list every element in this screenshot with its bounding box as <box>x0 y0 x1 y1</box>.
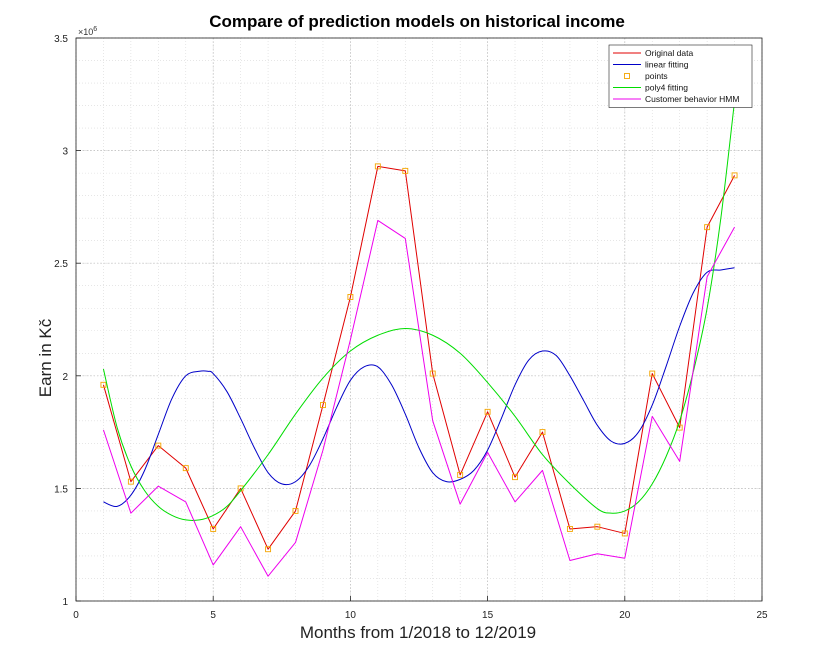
x-tick-label: 10 <box>345 610 357 621</box>
data-point-marker <box>566 525 573 532</box>
legend-box <box>608 44 753 108</box>
series-line-linear-fitting <box>103 267 735 508</box>
x-tick-label: 5 <box>210 610 216 621</box>
x-tick-label: 20 <box>619 610 631 621</box>
y-axis-multiplier-exponent: 6 <box>93 26 97 33</box>
y-tick-label: 3 <box>62 147 68 158</box>
chart-title: Compare of prediction models on historic… <box>209 12 625 31</box>
data-point-marker <box>457 471 464 478</box>
data-point-marker <box>731 172 738 179</box>
y-axis-multiplier-base: ×10 <box>78 27 93 37</box>
series-line-customer-behavior-hmm <box>102 219 735 577</box>
axes-frame <box>75 37 763 602</box>
y-tick-label: 3.5 <box>54 34 68 45</box>
data-point-marker <box>182 465 189 472</box>
data-point-marker <box>539 429 546 436</box>
y-tick-label: 2.5 <box>54 259 68 270</box>
series-line-original-data <box>102 165 736 550</box>
y-axis-label: Earn in Kč <box>36 318 55 397</box>
y-tick-label: 1.5 <box>54 484 68 495</box>
legend-entry-label: points <box>645 71 668 81</box>
data-point-marker <box>100 381 107 388</box>
x-tick-label: 15 <box>482 610 494 621</box>
legend-entry-label: Original data <box>645 48 693 58</box>
data-point-marker <box>621 530 628 537</box>
data-point-marker <box>649 370 656 377</box>
x-tick-label: 0 <box>73 610 79 621</box>
series-layer <box>100 101 738 577</box>
series-line-poly4-fitting <box>102 101 736 521</box>
data-point-marker <box>374 163 381 170</box>
data-point-marker <box>347 294 354 300</box>
x-tick-label: 25 <box>756 610 768 621</box>
y-tick-label: 2 <box>62 372 68 383</box>
data-point-marker <box>210 525 217 532</box>
data-point-marker <box>484 408 491 415</box>
data-point-marker <box>512 474 518 481</box>
data-point-marker <box>155 442 162 449</box>
data-point-marker <box>265 546 272 553</box>
axis-ticks: 0 5 10 15 20 25 1 1.5 2 2.5 3 3.5 <box>54 34 768 621</box>
y-axis-multiplier: ×106 <box>78 26 97 37</box>
legend-entry-label: Customer behavior HMM <box>645 94 739 104</box>
data-point-marker <box>320 402 326 409</box>
data-point-marker <box>429 370 436 377</box>
data-point-marker <box>292 507 299 514</box>
x-axis-label: Months from 1/2018 to 12/2019 <box>300 623 536 642</box>
data-point-marker <box>402 167 409 174</box>
legend-entry-label: linear fitting <box>645 60 689 70</box>
data-point-marker <box>704 224 711 231</box>
grid <box>75 37 763 602</box>
legend-entry-label: poly4 fitting <box>645 83 688 93</box>
data-point-marker <box>127 478 134 485</box>
data-point-marker <box>594 523 601 530</box>
legend-marker <box>624 73 630 79</box>
y-tick-label: 1 <box>62 597 68 608</box>
